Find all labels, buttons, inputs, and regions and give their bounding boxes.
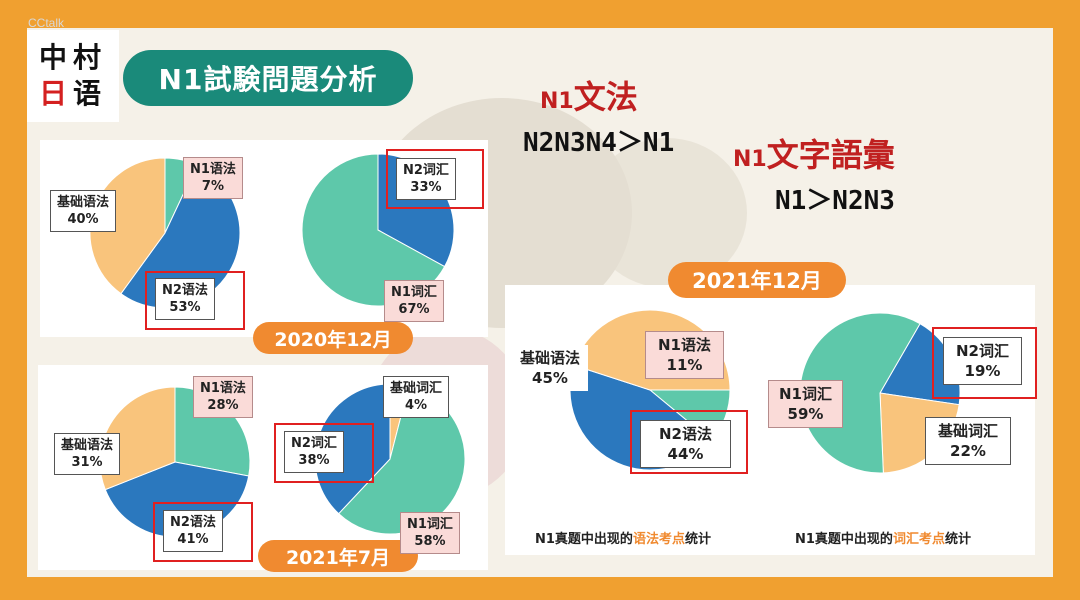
- brand-logo: 中 村 日 语: [27, 30, 119, 122]
- slice-value: 44%: [667, 445, 704, 463]
- slice-name: 基础语法: [520, 349, 581, 367]
- heading-prefix: N1: [733, 147, 767, 172]
- highlight-box: [145, 271, 245, 330]
- data-label: N1语法 28%: [193, 376, 253, 418]
- highlight-box: [153, 502, 253, 562]
- slice-value: 45%: [532, 369, 568, 387]
- chart-caption-grammar: N1真题中出现的语法考点统计: [535, 528, 711, 547]
- slice-value: 67%: [398, 302, 430, 317]
- heading-title: 文法: [573, 78, 638, 116]
- slice-name: 基础词汇: [938, 422, 999, 440]
- slice-name: 基础语法: [61, 438, 114, 453]
- data-label: N1语法 7%: [183, 157, 243, 199]
- vocab-relation: N1＞N2N3: [775, 186, 895, 216]
- slice-value: 38%: [298, 453, 330, 468]
- slice-name: N2词汇: [403, 163, 449, 178]
- data-label: N2语法 41%: [163, 510, 223, 552]
- slice-name: N1语法: [658, 336, 711, 354]
- slice-name: N1词汇: [779, 385, 832, 403]
- slice-value: 28%: [207, 398, 239, 413]
- slice-value: 58%: [414, 534, 446, 549]
- vocab-heading: N1文字語彙: [733, 138, 895, 177]
- highlight-box: [274, 423, 374, 483]
- caption-text: 统计: [684, 532, 711, 547]
- period-badge: 2020年12月: [253, 322, 413, 354]
- period-badge: 2021年7月: [258, 540, 418, 572]
- watermark: CCtalk: [28, 16, 65, 30]
- slice-value: 33%: [410, 180, 442, 195]
- slice-name: N1词汇: [391, 285, 437, 300]
- heading-title: 文字語彙: [766, 136, 895, 174]
- chart-caption-vocab: N1真题中出现的词汇考点统计: [795, 528, 971, 547]
- logo-char: 日: [39, 77, 68, 110]
- data-label: 基础语法 31%: [54, 433, 121, 475]
- slice-value: 11%: [666, 356, 703, 374]
- slice-name: 基础语法: [57, 195, 110, 210]
- pie-slice: [799, 312, 921, 474]
- slice-value: 7%: [201, 179, 224, 194]
- data-label: N2词汇 19%: [943, 337, 1022, 385]
- heading-prefix: N1: [540, 89, 574, 114]
- highlight-box: [386, 149, 484, 209]
- slice-value: 19%: [964, 362, 1001, 380]
- data-label: N1词汇 67%: [384, 280, 444, 322]
- caption-text: N1真题中出现的: [795, 532, 893, 547]
- logo-char: 村: [73, 41, 102, 74]
- slice-name: N2语法: [162, 283, 208, 298]
- slice-name: N2词汇: [956, 342, 1009, 360]
- slice-value: 31%: [71, 455, 103, 470]
- data-label: 基础词汇 22%: [925, 417, 1012, 465]
- slice-name: N1语法: [190, 162, 236, 177]
- data-label: N1词汇 59%: [768, 380, 843, 428]
- slice-name: N1语法: [200, 381, 246, 396]
- caption-text: N1真题中出现的: [535, 532, 633, 547]
- slice-value: 22%: [950, 442, 986, 460]
- highlight-box: [932, 327, 1037, 399]
- data-label: N2语法 44%: [640, 420, 731, 468]
- logo-char: 中: [39, 41, 68, 74]
- pie-chart-vocab-2021-12: [799, 312, 961, 474]
- slice-value: 53%: [169, 300, 201, 315]
- data-label: N2词汇 38%: [284, 431, 344, 473]
- slice-value: 40%: [67, 212, 99, 227]
- caption-text: 统计: [944, 532, 971, 547]
- slice-name: N2语法: [659, 425, 712, 443]
- caption-highlight: 词汇考点: [892, 532, 945, 547]
- data-label: N2语法 53%: [155, 278, 215, 320]
- slice-name: N2词汇: [291, 436, 337, 451]
- slice-name: N2语法: [170, 515, 216, 530]
- highlight-box: [630, 410, 748, 474]
- data-label: 基础语法 40%: [50, 190, 117, 232]
- data-label: N2词汇 33%: [396, 158, 456, 200]
- page-title: N1試験問題分析: [123, 50, 413, 106]
- period-badge: 2021年12月: [668, 262, 846, 298]
- data-label: 基础词汇 4%: [383, 376, 450, 418]
- data-label: N1语法 11%: [645, 331, 724, 379]
- data-label: 基础语法 45%: [512, 345, 589, 391]
- slice-value: 59%: [787, 405, 824, 423]
- slice-value: 41%: [177, 532, 209, 547]
- grammar-relation: N2N3N4＞N1: [523, 128, 675, 158]
- slice-name: N1词汇: [407, 517, 453, 532]
- caption-highlight: 语法考点: [632, 532, 685, 547]
- slice-name: 基础词汇: [390, 381, 443, 396]
- slice-value: 4%: [404, 398, 428, 413]
- logo-char: 语: [73, 77, 102, 110]
- data-label: N1词汇 58%: [400, 512, 460, 554]
- grammar-heading: N1文法: [540, 80, 638, 119]
